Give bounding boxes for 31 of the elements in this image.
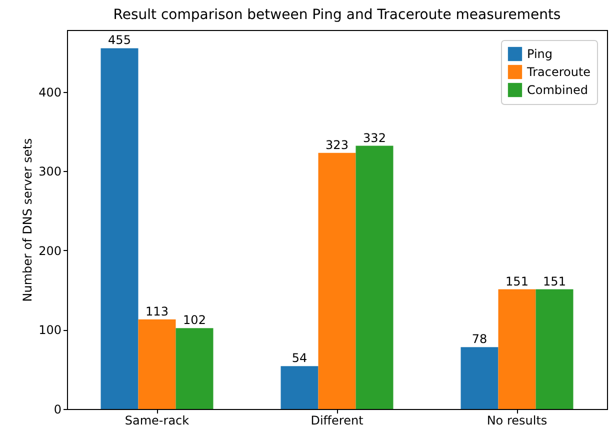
- y-tick-label: 100: [38, 323, 62, 338]
- x-tick-label: No results: [486, 414, 548, 428]
- bar: [280, 366, 318, 409]
- bar: [100, 48, 138, 409]
- legend-label: Combined: [527, 83, 588, 97]
- data-label: 54: [292, 351, 308, 366]
- bar: [138, 319, 176, 409]
- chart-title: Result comparison between Ping and Traceroute measurements: [113, 7, 561, 23]
- data-label: 102: [183, 313, 206, 328]
- y-axis-title: Number of DNS server sets: [20, 138, 35, 302]
- y-tick-label: 0: [54, 402, 62, 416]
- data-label: 323: [326, 138, 348, 152]
- legend-label: Ping: [527, 47, 553, 61]
- bar: [356, 146, 394, 409]
- data-label: 455: [108, 33, 131, 48]
- data-label: 78: [472, 332, 488, 346]
- legend-label: Traceroute: [526, 65, 591, 79]
- data-label: 332: [363, 130, 386, 145]
- y-tick-label: 300: [38, 164, 62, 179]
- data-label: 151: [506, 274, 528, 288]
- bar: [176, 328, 214, 409]
- y-tick-label: 400: [38, 85, 62, 100]
- bar: [460, 347, 498, 409]
- x-tick-label: Different: [310, 414, 364, 428]
- data-label: 113: [146, 304, 168, 318]
- x-tick-label: Same-rack: [124, 414, 190, 428]
- y-tick-label: 200: [38, 244, 62, 258]
- bar: [318, 152, 356, 409]
- data-label: 151: [543, 274, 566, 288]
- bar: [498, 289, 536, 409]
- bar: [536, 289, 574, 409]
